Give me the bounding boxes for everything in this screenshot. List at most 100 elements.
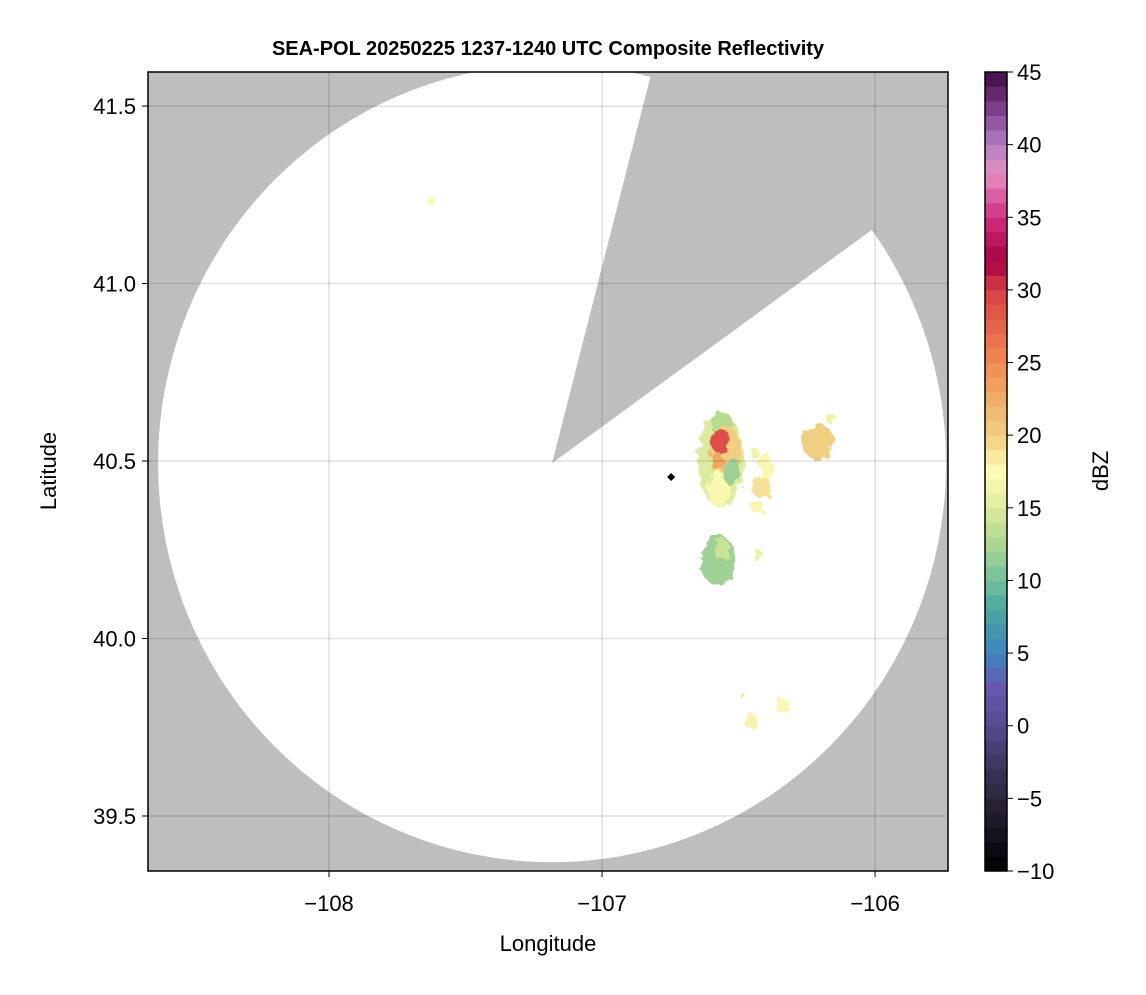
colorbar-bin [985, 856, 1007, 872]
colorbar-tick-label: −5 [1017, 786, 1042, 811]
colorbar-bin [985, 493, 1007, 509]
colorbar-bin [985, 682, 1007, 698]
y-tick-label: 40.0 [93, 627, 136, 652]
colorbar-bin [985, 246, 1007, 262]
colorbar-bin [985, 377, 1007, 393]
echo-cell [709, 452, 724, 470]
plot-area [148, 72, 948, 871]
x-tick-label: −106 [850, 891, 900, 916]
echo-cell [759, 452, 773, 481]
colorbar-bin [985, 318, 1007, 334]
grid-lines [148, 72, 948, 871]
colorbar-bin [985, 391, 1007, 407]
y-axis-ticks: 39.5 40.0 40.5 41.0 41.5 [93, 94, 148, 829]
echo-cell [711, 429, 731, 454]
colorbar-bin [985, 711, 1007, 727]
echo-cell [707, 471, 730, 508]
colorbar-bin [985, 202, 1007, 218]
colorbar-bin [985, 798, 1007, 814]
colorbar-tick-label: 25 [1017, 351, 1041, 376]
reflectivity-echoes [425, 195, 837, 728]
echo-cell [752, 549, 763, 562]
colorbar-bin [985, 769, 1007, 785]
echo-cell [750, 448, 760, 460]
echo-cell [739, 692, 745, 699]
colorbar-bin [985, 536, 1007, 552]
colorbar-bin [985, 609, 1007, 625]
colorbar-bin [985, 783, 1007, 799]
colorbar-tick-label: 5 [1017, 641, 1029, 666]
colorbar-tick-label: 20 [1017, 423, 1041, 448]
echo-cell [425, 195, 435, 203]
x-tick-label: −107 [577, 891, 627, 916]
colorbar-bin [985, 115, 1007, 131]
colorbar-tick-label: 0 [1017, 714, 1029, 739]
chart-title: SEA-POL 20250225 1237-1240 UTC Composite… [272, 38, 825, 60]
y-tick-label: 40.5 [93, 449, 136, 474]
x-axis-label: Longitude [500, 931, 597, 956]
colorbar-bin [985, 522, 1007, 538]
y-tick-label: 41.0 [93, 272, 136, 297]
colorbar-bin [985, 624, 1007, 640]
colorbar-tick-label: −10 [1017, 859, 1054, 884]
colorbar-bin [985, 565, 1007, 581]
colorbar-bin [985, 86, 1007, 102]
echo-cell [775, 698, 790, 714]
colorbar-bin [985, 653, 1007, 669]
colorbar-bin [985, 667, 1007, 683]
y-axis-label: Latitude [36, 432, 61, 510]
blocked-sector [552, 72, 948, 464]
colorbar-bin [985, 217, 1007, 233]
colorbar-bin [985, 275, 1007, 291]
colorbar-bin [985, 72, 1007, 88]
colorbar-bin [985, 159, 1007, 175]
colorbar-bin [985, 478, 1007, 494]
colorbar-bin [985, 507, 1007, 523]
colorbar-bin [985, 130, 1007, 146]
colorbar-bin [985, 449, 1007, 465]
colorbar-bin [985, 348, 1007, 364]
x-axis-ticks: −108 −107 −106 [304, 871, 900, 916]
colorbar-tick-label: 10 [1017, 568, 1041, 593]
colorbar-tick-label: 30 [1017, 278, 1041, 303]
radar-site-marker [667, 473, 676, 482]
echo-cell [723, 457, 740, 486]
colorbar-bin [985, 304, 1007, 320]
colorbar-bin [985, 144, 1007, 160]
colorbar-bin [985, 231, 1007, 247]
colorbar-bin [985, 725, 1007, 741]
colorbar-frame [984, 71, 1008, 872]
colorbar-bin [985, 289, 1007, 305]
echo-cell [743, 713, 757, 728]
echo-cell [801, 423, 835, 460]
colorbar-bin [985, 812, 1007, 828]
colorbar-label: dBZ [1088, 451, 1113, 491]
y-tick-label: 39.5 [93, 804, 136, 829]
colorbar-bin [985, 841, 1007, 857]
colorbar-bin [985, 333, 1007, 349]
colorbar-bin [985, 188, 1007, 204]
colorbar-bin [985, 696, 1007, 712]
colorbar-bin [985, 260, 1007, 276]
plot-frame [147, 71, 949, 872]
colorbar-bin [985, 406, 1007, 422]
colorbar-bin [985, 740, 1007, 756]
colorbar-bin [985, 638, 1007, 654]
echo-cell [714, 539, 731, 561]
colorbar-bin [985, 101, 1007, 117]
colorbar [985, 72, 1007, 872]
colorbar-bin [985, 580, 1007, 596]
colorbar-tick-label: 40 [1017, 133, 1041, 158]
colorbar-bin [985, 551, 1007, 567]
colorbar-bin [985, 362, 1007, 378]
colorbar-bin [985, 464, 1007, 480]
colorbar-tick-label: 45 [1017, 60, 1041, 85]
echo-cell [752, 477, 772, 499]
echo-cell [826, 413, 837, 424]
colorbar-bin [985, 173, 1007, 189]
y-tick-label: 41.5 [93, 94, 136, 119]
colorbar-bin [985, 827, 1007, 843]
colorbar-tick-label: 35 [1017, 205, 1041, 230]
colorbar-bin [985, 754, 1007, 770]
